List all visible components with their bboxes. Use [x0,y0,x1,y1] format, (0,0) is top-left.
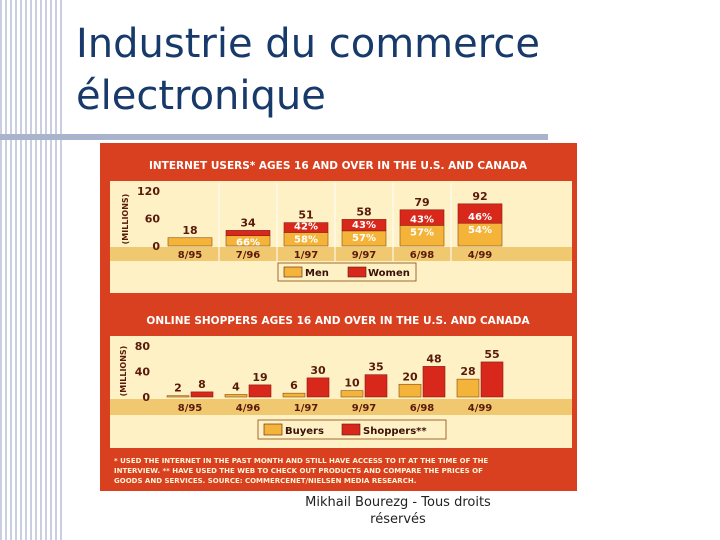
chart2-y-axis-label: (MILLIONS) [119,346,128,397]
chart1-legend-label-women: Women [368,268,410,279]
chart2-y-tick-label: 40 [135,366,151,379]
chart2-category-label: 4/99 [468,403,493,414]
chart1-bar-women [225,230,271,237]
chart1-category-label: 7/96 [236,250,261,261]
chart2-bar-buyers [224,394,248,398]
chart2-legend-label-buyers: Buyers [285,426,324,437]
chart1-share-women-label: 43% [410,214,434,225]
chart1-total-label: 51 [298,209,313,222]
chart1-bar-women [341,219,387,232]
chart1-category-label: 6/98 [410,250,435,261]
chart2-value-label-buyers: 20 [402,370,418,383]
chart2-category-label: 1/97 [294,403,319,414]
title-underline [0,134,548,140]
chart2-legend-swatch-buyers [263,423,283,436]
chart2-value-label-buyers: 6 [290,379,298,392]
chart1-share-men-label: 57% [352,233,376,244]
chart2-y-tick-label: 0 [142,391,150,404]
chart1-total-label: 58 [356,205,371,218]
chart1-share-women-label: 46% [468,212,492,223]
chart2-category-band [110,399,572,415]
chart-footnote-line: INTERVIEW. ** HAVE USED THE WEB TO CHECK… [114,467,483,475]
chart1-y-tick-label: 60 [145,213,161,226]
chart1-legend-label-men: Men [305,268,329,279]
chart2-bar-buyers [282,392,306,398]
chart1-share-men-label: 54% [468,225,492,236]
chart2-bar-buyers [340,390,364,398]
chart1-legend-swatch-women [347,266,367,278]
chart1-bar-men [167,237,213,247]
chart2-value-label-shoppers: 35 [368,361,383,374]
chart2-y-tick-label: 80 [135,340,151,353]
slide-title-line-2: électronique [76,73,326,119]
chart2-value-label-buyers: 28 [460,365,475,378]
chart2-bar-buyers [166,395,190,398]
chart2-bar-shoppers [248,384,272,398]
chart2-value-label-shoppers: 30 [310,364,326,377]
footer-line-2: réservés [370,512,426,527]
chart1-share-women-label: 43% [352,220,376,231]
chart1-title: INTERNET USERS* AGES 16 AND OVER IN THE … [149,160,528,172]
chart1-share-women-label: 42% [294,221,318,232]
chart-footnote-line: GOODS AND SERVICES. SOURCE: COMMERCENET/… [114,477,416,485]
chart1-category-label: 4/99 [468,250,493,261]
chart1-y-tick-label: 120 [137,185,160,198]
chart2-value-label-buyers: 4 [232,380,240,393]
chart2-category-label: 9/97 [352,403,377,414]
chart2-value-label-shoppers: 48 [426,352,441,365]
chart2-legend-swatch-shoppers [341,423,361,436]
chart1-share-men-label: 58% [294,234,318,245]
chart1-total-label: 18 [182,224,197,237]
footer-line-1: Mikhail Bourezg - Tous droits [305,495,491,510]
chart1-y-tick-label: 0 [152,240,160,253]
chart-figure: INTERNET USERS* AGES 16 AND OVER IN THE … [100,143,577,491]
chart1-share-men-label: 66% [236,238,260,249]
chart2-value-label-shoppers: 8 [198,378,206,391]
chart2-bar-shoppers [306,377,330,398]
chart1-bar-women [457,203,503,224]
chart2-bar-buyers [456,378,480,398]
chart1-category-band [110,247,572,261]
slide-footer: Mikhail Bourezg - Tous droits réservés [290,494,506,528]
chart1-total-label: 79 [414,196,429,209]
chart2-value-label-shoppers: 55 [484,348,499,361]
chart-svg: INTERNET USERS* AGES 16 AND OVER IN THE … [100,143,577,491]
chart2-bar-shoppers [422,366,446,398]
chart2-title: ONLINE SHOPPERS AGES 16 AND OVER IN THE … [146,315,530,327]
chart2-value-label-buyers: 10 [344,377,360,390]
chart2-category-label: 8/95 [178,403,203,414]
chart1-bar-women [399,209,445,226]
left-stripe-decoration [0,0,62,540]
chart2-bar-shoppers [190,391,214,398]
chart1-category-label: 1/97 [294,250,319,261]
chart1-bar-women [283,222,329,233]
chart2-bar-shoppers [480,361,504,398]
chart2-bar-shoppers [364,374,388,398]
chart2-legend-label-shoppers: Shoppers** [363,426,427,437]
chart1-total-label: 34 [240,216,256,229]
slide-title-line-1: Industrie du commerce [76,21,540,67]
chart1-y-axis-label: (MILLIONS) [121,194,130,245]
chart1-legend-swatch-men [283,266,303,278]
chart-footnote-line: * USED THE INTERNET IN THE PAST MONTH AN… [114,457,488,465]
chart1-category-label: 8/95 [178,250,203,261]
chart1-legend-box [277,262,417,282]
chart2-category-label: 6/98 [410,403,435,414]
chart1-share-men-label: 57% [410,227,434,238]
chart2-category-label: 4/96 [236,403,261,414]
chart1-total-label: 92 [472,190,487,203]
slide-title: Industrie du commerce électronique [76,18,676,122]
chart2-value-label-buyers: 2 [174,382,182,395]
chart1-category-label: 9/97 [352,250,377,261]
chart2-bar-buyers [398,383,422,398]
chart2-value-label-shoppers: 19 [252,371,267,384]
